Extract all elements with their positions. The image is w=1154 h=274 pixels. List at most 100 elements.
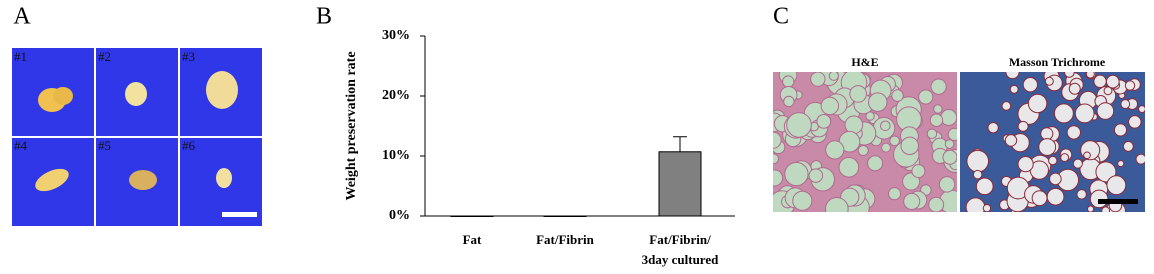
fat-cell (1044, 76, 1054, 86)
fat-cell (891, 89, 904, 102)
fat-cell (867, 155, 884, 172)
fat-cell (1027, 93, 1048, 114)
fat-cell (1089, 189, 1109, 209)
fat-cell (1087, 205, 1095, 212)
fat-cell (838, 157, 860, 178)
fat-cell (1120, 99, 1131, 109)
fat-cell (1093, 74, 1107, 89)
fat-cell (1085, 72, 1095, 79)
y-tick-label: 30% (382, 28, 410, 43)
fat-cell (849, 85, 867, 103)
fat-cell (1022, 77, 1038, 93)
tissue (216, 168, 232, 188)
fat-cell (820, 96, 840, 116)
fat-cell (940, 109, 957, 126)
fat-cell (938, 176, 956, 193)
fat-cell (929, 113, 944, 127)
fat-cell (1072, 158, 1083, 169)
fat-cell (1038, 138, 1057, 156)
fat-cell (773, 169, 784, 187)
fat-cell (1106, 175, 1127, 196)
photo-grid (12, 48, 262, 226)
x-tick-label: Fat (462, 232, 482, 247)
fat-cell (786, 112, 812, 138)
fat-cell (1105, 74, 1120, 89)
fat-cell (1053, 103, 1074, 124)
fat-cell (933, 104, 943, 114)
tissue (125, 82, 147, 106)
fat-cell (944, 139, 955, 149)
fat-cell (1031, 190, 1048, 207)
fat-cell (808, 168, 824, 183)
fat-cell (1103, 86, 1113, 96)
fat-cell (773, 153, 780, 165)
fat-cell (867, 92, 888, 112)
tile-label: #6 (182, 138, 196, 153)
bar (543, 215, 587, 217)
tissue (53, 87, 73, 105)
image-title: H&E (851, 55, 878, 69)
panel-label: B (316, 4, 332, 30)
y-tick-label: 0% (389, 208, 410, 223)
tissue (35, 168, 69, 192)
fat-cell (810, 72, 826, 87)
fat-cell (824, 197, 849, 212)
image-title: Masson Trichrome (1009, 55, 1106, 69)
fat-cell (1122, 140, 1134, 152)
fat-cell (1076, 189, 1087, 200)
fat-cell (1068, 82, 1081, 95)
tile-label: #3 (182, 49, 195, 64)
fat-cell (903, 192, 921, 210)
bar (450, 215, 494, 217)
fat-cell (1095, 161, 1117, 183)
fat-cell (1009, 84, 1019, 94)
fat-cell (828, 72, 839, 81)
fat-cell (1083, 151, 1091, 160)
fat-cell (857, 144, 869, 157)
fat-cell (928, 196, 945, 212)
tile-label: #2 (98, 49, 111, 64)
fat-cell (881, 142, 891, 153)
fat-cell (1113, 123, 1128, 137)
fat-cell (1101, 206, 1111, 212)
fat-cell (982, 203, 992, 212)
fat-cell (1049, 172, 1062, 186)
fat-cell (1117, 160, 1125, 168)
fat-cell (1138, 105, 1145, 114)
panel-label: C (773, 4, 789, 30)
fat-cell (972, 169, 983, 180)
y-tick-label: 20% (382, 88, 410, 103)
fat-cell (816, 113, 832, 129)
panel-label: A (13, 4, 31, 30)
x-tick-label: Fat/Fibrin (536, 232, 594, 247)
fat-cell (773, 131, 782, 149)
tile-label: #1 (14, 49, 27, 64)
bar-chart: 0% 10% 20% 30% (382, 28, 735, 223)
fat-cell (792, 190, 813, 211)
tissue (206, 71, 238, 109)
fat-cell (783, 95, 795, 108)
fat-cell (782, 75, 795, 88)
fat-cell (879, 120, 891, 132)
fat-cell (1066, 125, 1082, 140)
fat-cell (947, 127, 957, 141)
fat-cell (1096, 102, 1115, 120)
fat-cell (1128, 115, 1142, 129)
fat-cell (1040, 127, 1054, 141)
fat-cell (1005, 72, 1020, 80)
fat-cell (889, 135, 900, 147)
fat-cell (1001, 101, 1012, 111)
trichrome-cells (965, 72, 1145, 212)
y-tick-label: 10% (382, 148, 410, 163)
fat-cell (784, 161, 809, 187)
bar (658, 151, 702, 217)
fat-cell (965, 197, 986, 212)
fat-cell (1060, 153, 1070, 162)
fat-cell (1074, 103, 1095, 124)
fat-cell (942, 149, 957, 165)
tile-label: #5 (98, 138, 111, 153)
fat-cell (1017, 156, 1034, 173)
scale-bar (222, 212, 257, 217)
fat-cell (1135, 153, 1145, 165)
